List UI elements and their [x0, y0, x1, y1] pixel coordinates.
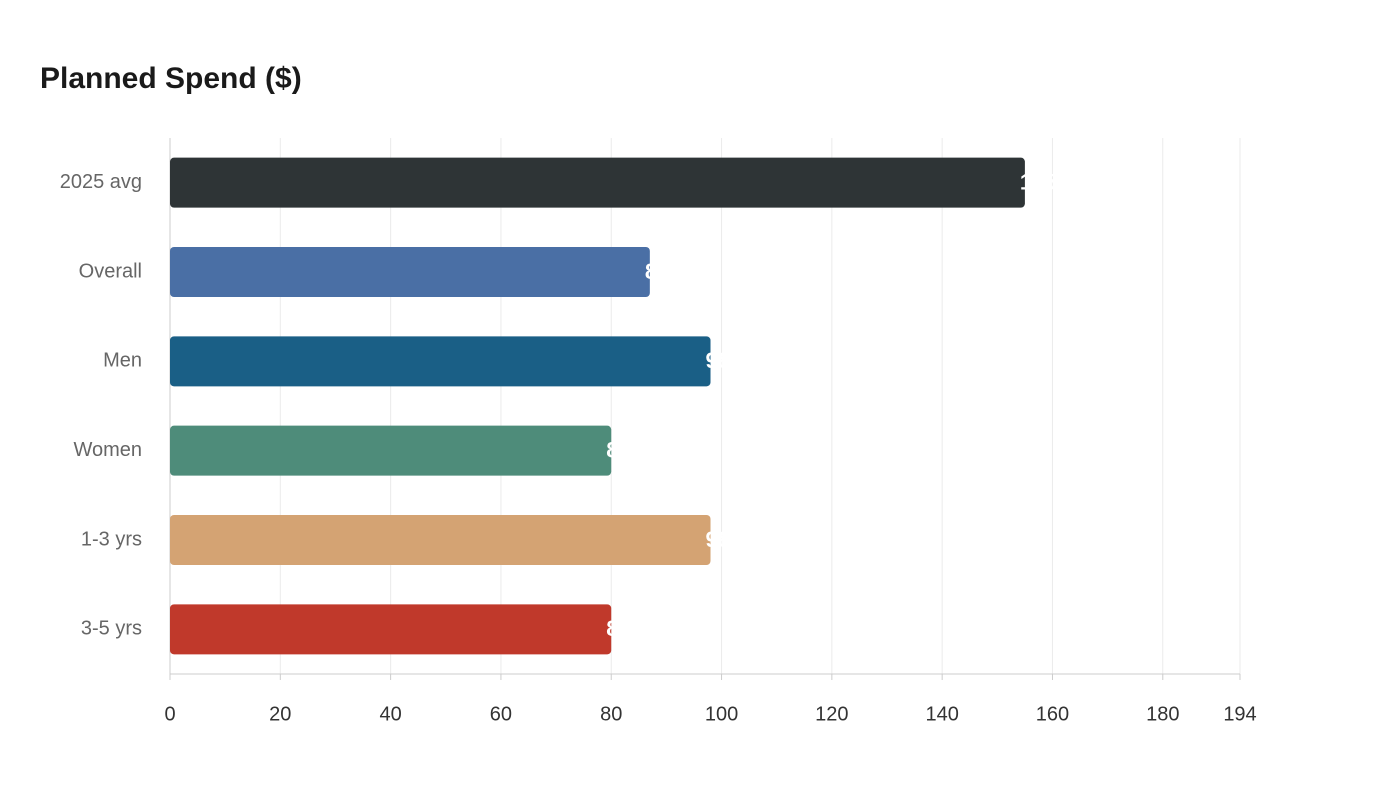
x-tick-label: 80: [600, 703, 622, 725]
value-label: 155: [1020, 169, 1057, 194]
value-label: 80: [606, 437, 630, 462]
value-label: 80: [606, 616, 630, 641]
bar: [170, 157, 1025, 208]
bar: [170, 336, 711, 387]
bar: [170, 425, 612, 476]
x-tick-label: 194: [1223, 703, 1256, 725]
value-label: 87: [645, 259, 669, 284]
bar: [170, 515, 711, 565]
x-tick-label: 160: [1036, 703, 1069, 725]
y-tick-label: Men: [103, 350, 142, 372]
value-label: 98: [706, 348, 730, 373]
y-tick-label: 3-5 yrs: [81, 618, 142, 640]
x-tick-label: 180: [1146, 703, 1179, 725]
x-tick-label: 140: [925, 703, 958, 725]
x-tick-label: 20: [269, 703, 291, 725]
y-tick-label: Women: [73, 439, 142, 461]
x-tick-label: 0: [164, 703, 175, 725]
y-tick-label: Overall: [79, 260, 142, 282]
x-tick-label: 100: [705, 703, 738, 725]
chart-title: Planned Spend ($): [40, 62, 302, 95]
x-tick-label: 120: [815, 703, 848, 725]
x-tick-label: 60: [490, 703, 512, 725]
bar: [170, 247, 650, 297]
bar: [170, 604, 612, 655]
y-tick-label: 1-3 yrs: [81, 528, 142, 550]
x-tick-label: 40: [379, 703, 401, 725]
y-tick-label: 2025 avg: [60, 171, 142, 193]
value-label: 98: [706, 527, 730, 552]
